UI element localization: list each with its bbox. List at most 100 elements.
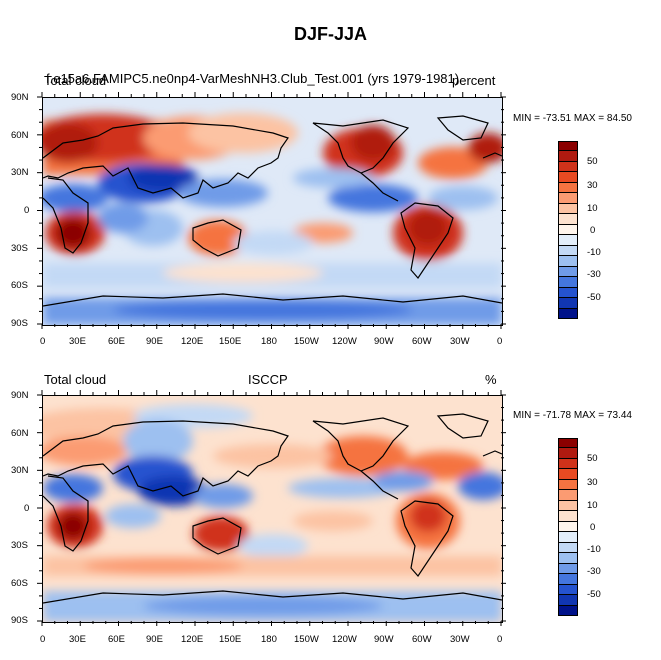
- panel1-lat-label: 0: [24, 205, 30, 216]
- panel2-lon-label: 30W: [450, 634, 470, 645]
- panel2-colorbar-label: 10: [587, 500, 598, 511]
- panel2-map-svg: [43, 396, 502, 622]
- colorbar-segment: [558, 161, 578, 173]
- panel1-colorbar-label: 10: [587, 203, 598, 214]
- panel1-lon-label: 180: [261, 336, 277, 347]
- panel2-lat-label: 60N: [11, 428, 29, 439]
- panel1-lat-label: 90N: [11, 92, 29, 103]
- colorbar-segment: [558, 584, 578, 596]
- colorbar-segment: [558, 151, 578, 162]
- panel2-lat-label: 30S: [11, 540, 28, 551]
- panel1-lon-label: 120W: [332, 336, 357, 347]
- panel1-center-label: f.e15a6.FAMIPC5.ne0np4-VarMeshNH3.Club_T…: [46, 71, 460, 86]
- colorbar-segment: [558, 458, 578, 470]
- panel2-lon-label: 0: [497, 634, 503, 645]
- colorbar-segment: [558, 595, 578, 606]
- panel2-lon-label: 150E: [219, 634, 242, 645]
- colorbar-segment: [558, 245, 578, 257]
- panel1-colorbar-label: 30: [587, 180, 598, 191]
- colorbar-segment: [558, 469, 578, 480]
- panel1-lon-label: 0: [40, 336, 46, 347]
- panel2-lat-label: 90S: [11, 615, 28, 626]
- panel1-colorbar: [558, 141, 578, 319]
- panel1-lon-label: 0: [497, 336, 503, 347]
- panel1-minmax: MIN = -73.51 MAX = 84.50: [513, 113, 632, 124]
- colorbar-segment: [558, 490, 578, 501]
- panel1-lon-label: 90E: [146, 336, 163, 347]
- colorbar-segment: [558, 500, 578, 512]
- colorbar-segment: [558, 266, 578, 278]
- panel1-lat-label: 30N: [11, 167, 29, 178]
- colorbar-segment: [558, 532, 578, 543]
- panel2-lon-label: 30E: [69, 634, 86, 645]
- panel2-colorbar-label: -50: [587, 589, 601, 600]
- panel2-lon-label: 0: [40, 634, 46, 645]
- panel1-map: [42, 97, 503, 326]
- panel2-lon-label: 120E: [181, 634, 204, 645]
- panel2-coastlines: [43, 413, 502, 604]
- panel1-right-label: percent: [452, 73, 496, 88]
- panel1-lat-label: 60N: [11, 130, 29, 141]
- panel2-lat-label: 30N: [11, 465, 29, 476]
- colorbar-segment: [558, 235, 578, 246]
- panel2-minmax: MIN = -71.78 MAX = 73.44: [513, 410, 632, 421]
- panel1-lat-label: 90S: [11, 318, 28, 329]
- colorbar-segment: [558, 438, 578, 449]
- colorbar-segment: [558, 542, 578, 554]
- panel2-lat-label: 60S: [11, 578, 28, 589]
- panel2-right-label: %: [485, 372, 497, 387]
- panel2-colorbar-label: 0: [590, 522, 596, 533]
- colorbar-segment: [558, 193, 578, 204]
- colorbar-segment: [558, 277, 578, 288]
- panel1-colorbar-label: -50: [587, 292, 601, 303]
- colorbar-segment: [558, 448, 578, 459]
- panel1-lon-label: 30E: [69, 336, 86, 347]
- panel2-colorbar-label: -10: [587, 544, 601, 555]
- panel1-field: [43, 113, 502, 325]
- panel1-lon-label: 120E: [181, 336, 204, 347]
- panel1-coastlines: [43, 115, 502, 307]
- colorbar-segment: [558, 298, 578, 309]
- colorbar-segment: [558, 479, 578, 491]
- colorbar-segment: [558, 287, 578, 299]
- panel2-lon-label: 180: [261, 634, 277, 645]
- panel2-lat-label: 90N: [11, 390, 29, 401]
- panel1-lon-label: 150E: [219, 336, 242, 347]
- panel1-lon-label: 150W: [294, 336, 319, 347]
- panel2-colorbar-label: 30: [587, 477, 598, 488]
- panel2-map: [42, 395, 503, 623]
- panel1-colorbar-label: 50: [587, 156, 598, 167]
- panel2-left-label: Total cloud: [44, 372, 107, 387]
- panel2-colorbar-label: 50: [587, 453, 598, 464]
- panel2-lon-label: 90E: [146, 634, 163, 645]
- colorbar-segment: [558, 563, 578, 575]
- panel2-colorbar: [558, 438, 578, 616]
- panel1-colorbar-label: -10: [587, 247, 601, 258]
- colorbar-segment: [558, 511, 578, 522]
- colorbar-segment: [558, 141, 578, 152]
- panel1-lat-label: 30S: [11, 243, 28, 254]
- panel1-left-label: Total cloud: [44, 73, 107, 88]
- colorbar-segment: [558, 214, 578, 225]
- main-title: DJF-JJA: [293, 24, 368, 44]
- colorbar-segment: [558, 521, 578, 533]
- panel2-lon-label: 60E: [108, 634, 125, 645]
- colorbar-segment: [558, 256, 578, 267]
- panel2-lon-label: 90W: [374, 634, 394, 645]
- panel2-lat-label: 0: [24, 503, 30, 514]
- panel2-lon-label: 150W: [294, 634, 319, 645]
- panel2-lon-label: 60W: [412, 634, 432, 645]
- colorbar-segment: [558, 605, 578, 616]
- colorbar-segment: [558, 203, 578, 215]
- panel1-lat-label: 60S: [11, 280, 28, 291]
- panel1-colorbar-label: 0: [590, 225, 596, 236]
- panel2-center-label: ISCCP: [248, 372, 288, 387]
- panel1-lon-label: 90W: [374, 336, 394, 347]
- panel1-map-svg: [43, 98, 502, 325]
- panel1-colorbar-label: -30: [587, 269, 601, 280]
- panel1-lon-label: 60W: [412, 336, 432, 347]
- colorbar-segment: [558, 224, 578, 236]
- colorbar-segment: [558, 553, 578, 564]
- panel1-lon-label: 60E: [108, 336, 125, 347]
